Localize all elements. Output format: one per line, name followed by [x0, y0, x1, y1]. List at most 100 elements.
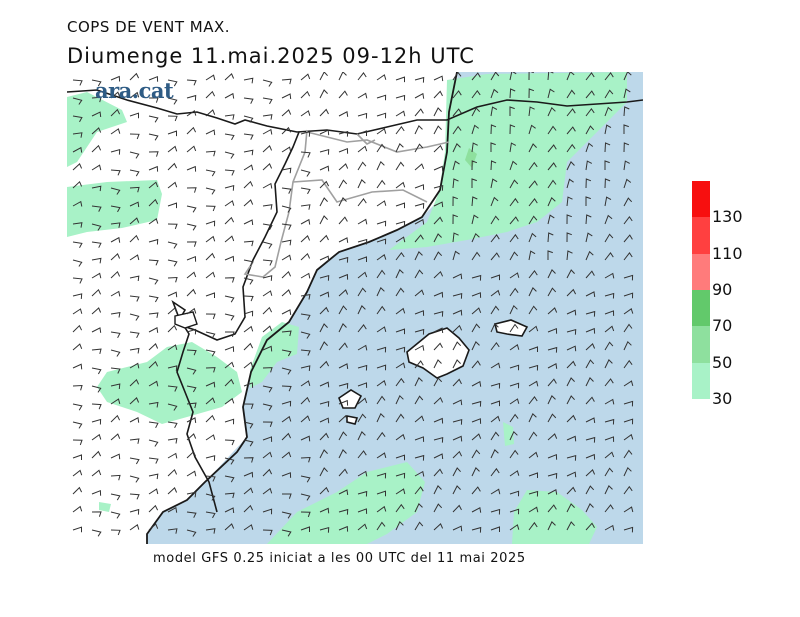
wind-barb [262, 367, 273, 373]
model-credit: model GFS 0.25 iniciat a les 00 UTC del … [153, 551, 526, 566]
wind-barb [186, 470, 197, 477]
wind-barb [262, 79, 273, 87]
wind-barb [186, 288, 197, 297]
wind-barb [319, 417, 330, 424]
wind-barb [281, 349, 292, 357]
wind-barb [224, 200, 235, 207]
wind-barb [509, 272, 520, 279]
island-menorca [494, 319, 529, 337]
border-france-spain [67, 89, 643, 135]
wind-barb [452, 273, 463, 280]
wind-barb [205, 220, 216, 227]
wind-barb [224, 397, 235, 405]
wind-barb [547, 162, 557, 171]
wind-barb [167, 162, 178, 171]
wind-barb [281, 254, 292, 261]
wind-barb [585, 417, 596, 423]
wind-barb [72, 163, 83, 171]
wind-barb [338, 237, 349, 243]
wind-barb [433, 453, 444, 460]
border-catalonia [243, 129, 450, 278]
wind-barb [91, 96, 102, 103]
wind-barb [357, 198, 367, 207]
wind-barb [490, 196, 499, 207]
wind-barb [129, 217, 140, 225]
wind-barb [509, 124, 516, 135]
legend-band-50-70 [692, 326, 710, 363]
wind-barb [224, 151, 235, 159]
wind-barb [262, 306, 273, 315]
wind-barb [72, 526, 82, 533]
wind-barb [509, 197, 519, 207]
wind-barb [585, 453, 596, 460]
wind-barb [110, 149, 121, 155]
wind-barb [281, 432, 292, 441]
wind-barb [433, 216, 443, 225]
wind-barb [129, 151, 140, 159]
wind-barb [395, 346, 406, 353]
wind-barb [452, 196, 458, 207]
wind-barb [471, 526, 482, 533]
wind-barb [319, 108, 329, 117]
wind-barb [471, 251, 481, 261]
wind-barb [395, 76, 405, 83]
wind-barb [585, 377, 594, 387]
wind-barb [262, 325, 273, 333]
wind-barb [281, 239, 292, 246]
wind-barb [433, 90, 443, 99]
wind-barb [338, 415, 349, 423]
gust-zone-coast-mid [250, 322, 299, 388]
wind-barb [148, 97, 159, 103]
wind-barb [414, 92, 425, 99]
wind-barb [528, 490, 539, 497]
wind-barb [547, 453, 558, 460]
wind-barb [186, 205, 197, 213]
wind-barb [300, 151, 311, 158]
wind-barb [338, 147, 349, 154]
wind-barb [604, 178, 611, 189]
wind-barb [623, 234, 633, 243]
wind-barb [300, 313, 311, 321]
wind-barb [262, 182, 273, 189]
wind-barb [490, 124, 497, 135]
wind-barb [585, 436, 596, 443]
wind-barb [91, 469, 102, 477]
wind-barb [167, 145, 178, 153]
wind-barb [281, 223, 292, 230]
wind-barb [129, 234, 140, 243]
wind-barb [319, 401, 330, 407]
wind-barb [148, 360, 159, 369]
wind-barb [319, 527, 330, 533]
wind-barb [224, 235, 235, 243]
wind-barb [623, 178, 632, 189]
wind-barb [72, 146, 83, 153]
wind-barb [414, 163, 425, 171]
wind-barb [186, 402, 197, 409]
wind-barb [395, 161, 405, 171]
wind-barb [129, 72, 140, 81]
wind-barb [224, 457, 235, 465]
wind-barb [585, 522, 595, 531]
wind-barb [547, 179, 557, 189]
wind-barb [167, 291, 178, 298]
wind-barb [300, 456, 311, 463]
wind-barb [490, 415, 501, 423]
wind-barb [471, 124, 479, 135]
wind-barb [110, 398, 121, 405]
wind-barb [319, 291, 330, 298]
wind-barb [110, 311, 121, 318]
wind-barb [547, 472, 558, 479]
wind-barb [167, 324, 178, 333]
wind-barb [357, 413, 367, 423]
wind-barb [414, 377, 423, 387]
wind-barb [585, 196, 591, 206]
wind-barb [604, 89, 614, 99]
wind-barb [129, 362, 140, 369]
wind-barb [414, 503, 423, 513]
wind-barb [376, 286, 385, 297]
wind-barb [376, 143, 386, 153]
wind-barb [471, 449, 481, 459]
wind-barb [490, 252, 500, 261]
wind-barb [243, 382, 254, 388]
legend-band-90-110 [692, 253, 710, 290]
